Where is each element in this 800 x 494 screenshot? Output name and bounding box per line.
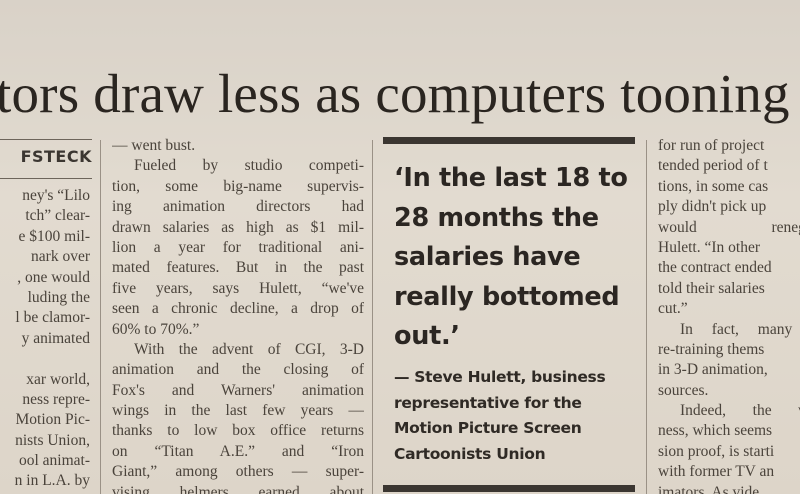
article-column-left: ney's “Lilo tch” clear-e $100 mil-nark ov…	[0, 186, 90, 494]
text-line: animation and the closing of	[112, 361, 364, 379]
text-line: n in L.A. by	[14, 472, 90, 490]
pull-quote-bottom-bar	[383, 485, 635, 492]
column-divider	[100, 140, 101, 494]
text-line: drawn salaries as high as $1 mil-	[112, 218, 364, 236]
text-line: tions, in some cas	[658, 177, 769, 195]
text-line: And with	[0, 492, 90, 494]
text-line: imators. As vide	[658, 483, 760, 494]
headline: tors draw less as computers tooning	[0, 63, 790, 124]
text-line: would renegot	[658, 218, 800, 236]
text-line: Giant,” among others — super-	[112, 463, 364, 481]
text-line: With the advent of CGI, 3-D	[134, 340, 364, 358]
text-line: l be clamor-	[15, 309, 90, 327]
column-divider	[372, 140, 373, 494]
text-line: ness, which seems	[658, 422, 773, 440]
text-line: ply didn't pick up	[658, 198, 767, 216]
text-line: nists Union,	[15, 431, 90, 449]
text-line: ing animation directors had	[112, 198, 364, 216]
column-divider	[646, 140, 647, 494]
text-line: mated features. But in the past	[112, 259, 364, 277]
text-line: ool animat-	[18, 452, 90, 470]
text-line: thanks to low box office returns	[112, 422, 364, 440]
text-line: tended period of t	[658, 157, 768, 175]
pull-quote-text: ‘In the last 18 to 28 months the salarie…	[394, 163, 628, 351]
text-line: for run of project	[658, 137, 765, 154]
text-line: ness repre-	[22, 390, 90, 408]
text-line: Motion Pic-	[15, 411, 91, 429]
text-line: nark over	[31, 248, 90, 266]
text-line: 60% to 70%.”	[112, 320, 200, 338]
text-line: e $100 mil-	[18, 227, 90, 245]
text-line: told their salaries	[658, 279, 765, 297]
text-line: sources.	[658, 381, 709, 399]
text-line: y animated	[21, 329, 90, 347]
text-line: — went bust.	[112, 137, 196, 154]
text-line: on “Titan A.E.” and “Iron	[112, 442, 364, 460]
pull-quote-top-bar	[383, 137, 635, 144]
text-line: in 3-D animation,	[658, 361, 768, 379]
text-line: Fueled by studio competi-	[134, 157, 364, 175]
text-line: , one would	[17, 268, 90, 286]
text-line: Hulett. “In other	[658, 238, 761, 256]
text-line: re-training thems	[658, 340, 765, 358]
byline-top-rule	[0, 139, 92, 140]
byline: FSTECK	[20, 147, 92, 166]
text-line	[0, 349, 90, 369]
text-line: the contract ended	[658, 259, 772, 277]
article-column-right: for run of project tended period of t tion…	[658, 136, 800, 494]
byline-bottom-rule	[0, 178, 92, 179]
pull-quote-box: ‘In the last 18 to 28 months the salarie…	[383, 137, 635, 492]
text-line: five years, says Hulett, “we've	[112, 279, 364, 297]
text-line: lion a year for traditional ani-	[112, 238, 364, 256]
pull-quote-attribution: — Steve Hulett, business representative …	[394, 368, 606, 463]
article-column-middle: — went bust. Fueled by studio competi-tio…	[112, 136, 364, 494]
text-line: tion, some big-name supervis-	[112, 177, 364, 195]
text-line: Fox's and Warners' animation	[112, 381, 364, 399]
text-line: cut.”	[658, 300, 688, 318]
text-line: In fact, many a	[680, 320, 800, 338]
text-line: xar world,	[26, 370, 90, 388]
text-line: luding the	[27, 288, 90, 306]
text-line: sion proof, is starti	[658, 442, 775, 460]
text-line: vising helmers earned about	[112, 483, 364, 494]
text-line: seen a chronic decline, a drop of	[112, 300, 364, 318]
text-line: wings in the last few years —	[112, 402, 364, 420]
text-line: Indeed, the vid	[680, 402, 800, 420]
text-line: with former TV an	[658, 463, 775, 481]
text-line: ney's “Lilo	[22, 187, 90, 204]
text-line: tch” clear-	[25, 207, 90, 225]
